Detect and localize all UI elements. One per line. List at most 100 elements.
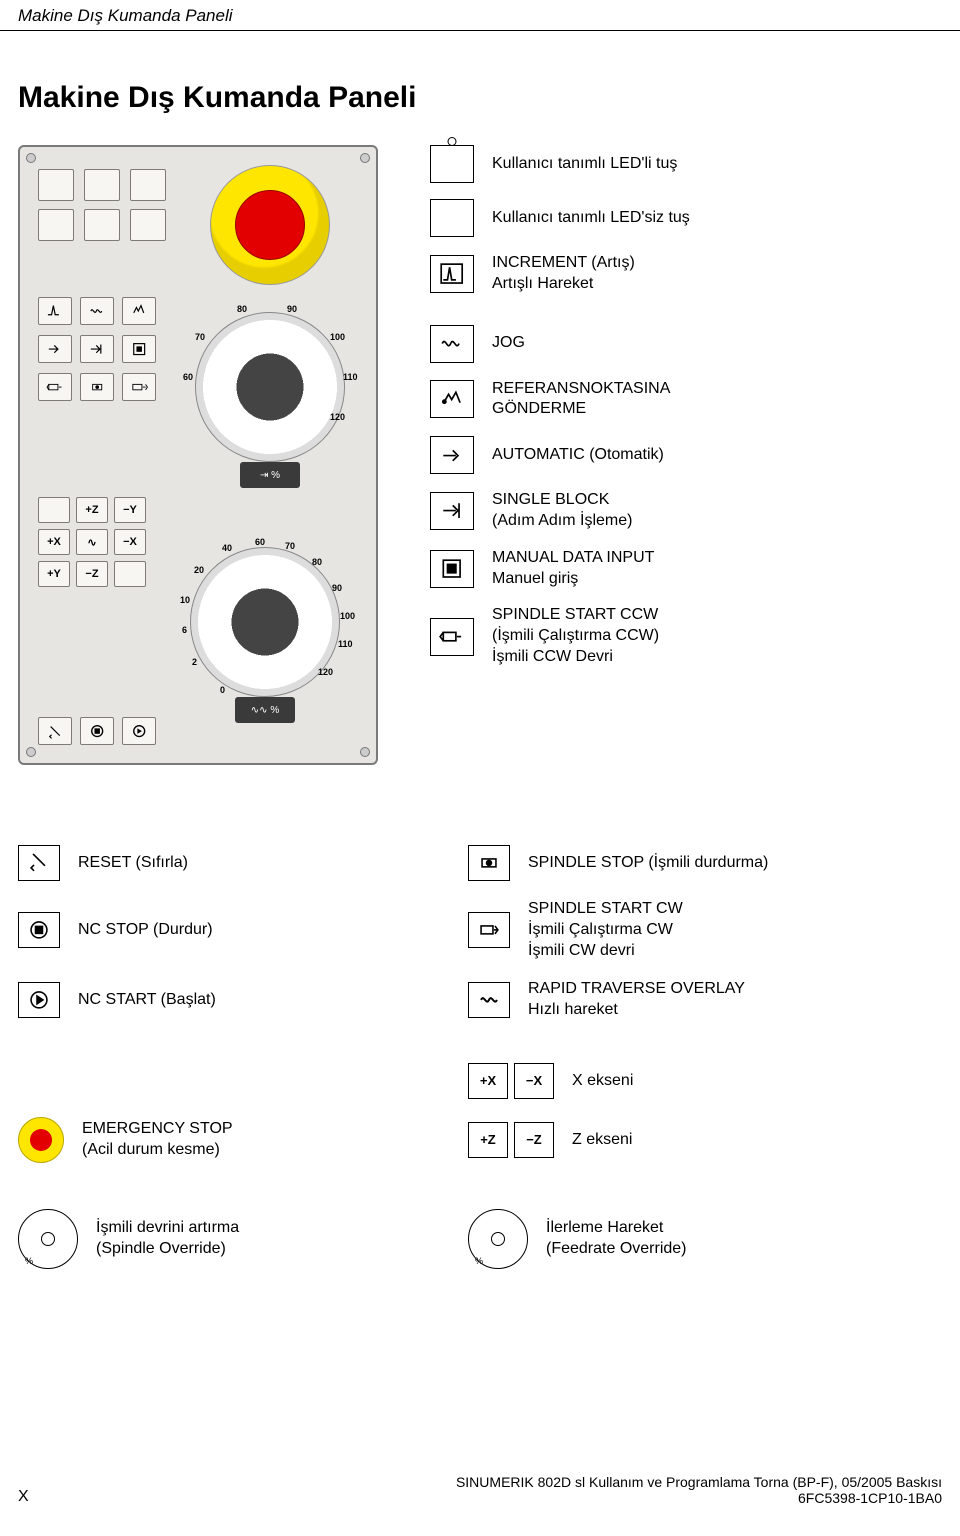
dial-label: 90 — [287, 304, 297, 314]
legend-row: Kullanıcı tanımlı LED'li tuş — [430, 145, 910, 183]
screw-icon — [26, 153, 36, 163]
dial-label: 60 — [255, 537, 265, 547]
led-button-icon — [430, 145, 474, 183]
automatic-icon — [430, 436, 474, 474]
axis-key-icon: −X — [514, 1063, 554, 1099]
legend-row: SPINDLE STOP (İşmili durdurma) — [468, 845, 938, 881]
dial-label: 100 — [340, 611, 355, 621]
legend-text: Z ekseni — [572, 1130, 632, 1151]
dial-label: 2 — [192, 657, 197, 667]
legend-row: AUTOMATIC (Otomatik) — [430, 436, 910, 474]
legend-text: İlerleme Hareket (Feedrate Override) — [546, 1218, 687, 1260]
axis-row-2: +X ∿ −X — [38, 529, 146, 555]
override-dial-icon: % — [468, 1209, 528, 1269]
spindle-stop-icon — [468, 845, 510, 881]
increment-icon — [430, 255, 474, 293]
dial-label: 20 — [194, 565, 204, 575]
dial-label: 100 — [330, 332, 345, 342]
legend-row: Kullanıcı tanımlı LED'siz tuş — [430, 199, 910, 237]
spindle-row — [38, 373, 156, 401]
legend-row: SPINDLE START CW İşmili Çalıştırma CW İş… — [468, 899, 938, 961]
legend-text: EMERGENCY STOP (Acil durum kesme) — [82, 1119, 233, 1161]
page-number: X — [18, 1488, 29, 1506]
dial-label: 80 — [237, 304, 247, 314]
override-dial-icon: % — [18, 1209, 78, 1269]
rapid-icon — [468, 982, 510, 1018]
legend-lower-area: RESET (Sıfırla) SPINDLE STOP (İşmili durd… — [18, 845, 942, 1269]
user-key-grid — [38, 169, 166, 241]
screw-icon — [360, 153, 370, 163]
legend-text: AUTOMATIC (Otomatik) — [492, 445, 664, 466]
axis-key: +X — [38, 529, 70, 555]
legend-row: % İşmili devrini artırma (Spindle Overrid… — [18, 1209, 438, 1269]
axis-row-3: +Y −Z — [38, 561, 146, 587]
control-panel-illustration: 60 70 80 90 100 110 120 ⇥ % +Z −Y +X ∿ −… — [18, 145, 378, 765]
x-axis-pair-icon: +X−X — [468, 1063, 554, 1099]
legend-text: SPINDLE START CW İşmili Çalıştırma CW İş… — [528, 899, 683, 961]
main-title: Makine Dış Kumanda Paneli — [0, 31, 960, 145]
screw-icon — [26, 747, 36, 757]
mode-row-1 — [38, 297, 156, 325]
page-header: Makine Dış Kumanda Paneli — [0, 0, 960, 31]
legend-text: SPINDLE STOP (İşmili durdurma) — [528, 853, 768, 874]
dial-label: 70 — [285, 541, 295, 551]
feedrate-dial: 60 70 80 90 100 110 120 ⇥ % — [195, 312, 345, 462]
spindle-dial: 0 2 6 10 20 40 60 70 80 90 100 110 120 ∿… — [190, 547, 340, 697]
axis-key: −Y — [114, 497, 146, 523]
singleblock-icon — [430, 492, 474, 530]
legend-text: RESET (Sıfırla) — [78, 853, 188, 874]
emergency-stop-button — [210, 165, 330, 285]
legend-text: REFERANSNOKTASINA GÖNDERME — [492, 379, 670, 421]
legend-text: İşmili devrini artırma (Spindle Override… — [96, 1218, 239, 1260]
refpoint-icon — [430, 380, 474, 418]
legend-text: SINGLE BLOCK (Adım Adım İşleme) — [492, 490, 632, 532]
legend-row: INCREMENT (Artış) Artışlı Hareket — [430, 253, 910, 295]
legend-column-upper: Kullanıcı tanımlı LED'li tuş Kullanıcı ta… — [430, 145, 910, 684]
axis-key: +Y — [38, 561, 70, 587]
axis-key — [114, 561, 146, 587]
plain-button-icon — [430, 199, 474, 237]
legend-row: +X−X X ekseni — [468, 1063, 938, 1099]
axis-key: +Z — [76, 497, 108, 523]
mdi-icon — [430, 550, 474, 588]
spindle-ccw-icon — [430, 618, 474, 656]
axis-key-icon: +Z — [468, 1122, 508, 1158]
dial-label: 120 — [330, 412, 345, 422]
z-axis-pair-icon: +Z−Z — [468, 1122, 554, 1158]
axis-key-icon: −Z — [514, 1122, 554, 1158]
footer-line-1: SINUMERIK 802D sl Kullanım ve Programlam… — [456, 1474, 942, 1490]
dial-label: 90 — [332, 583, 342, 593]
dial-label: 60 — [183, 372, 193, 382]
dial-label: 120 — [318, 667, 333, 677]
dial-label: 110 — [338, 639, 353, 649]
header-title: Makine Dış Kumanda Paneli — [18, 6, 233, 25]
dial-label: 110 — [343, 372, 358, 382]
axis-key-icon: +X — [468, 1063, 508, 1099]
legend-text: INCREMENT (Artış) Artışlı Hareket — [492, 253, 635, 295]
legend-text: RAPID TRAVERSE OVERLAY Hızlı hareket — [528, 979, 745, 1021]
axis-key: −Z — [76, 561, 108, 587]
legend-text: Kullanıcı tanımlı LED'li tuş — [492, 154, 677, 175]
axis-row-1: +Z −Y — [38, 497, 146, 523]
legend-row: +Z−Z Z ekseni — [468, 1122, 938, 1158]
reset-icon — [18, 845, 60, 881]
dial-label: 6 — [182, 625, 187, 635]
nc-stop-icon — [18, 912, 60, 948]
legend-row: RESET (Sıfırla) — [18, 845, 438, 881]
spindle-cw-icon — [468, 912, 510, 948]
legend-row: NC STOP (Durdur) — [18, 912, 438, 948]
dial-label: 40 — [222, 543, 232, 553]
dial-label: 80 — [312, 557, 322, 567]
footer-line-2: 6FC5398-1CP10-1BA0 — [456, 1490, 942, 1506]
legend-row: SPINDLE START CCW (İşmili Çalıştırma CCW… — [430, 605, 910, 667]
nc-start-icon — [18, 982, 60, 1018]
legend-text: X ekseni — [572, 1071, 633, 1092]
dial-base-label: ∿∿ % — [235, 697, 295, 723]
legend-text: MANUAL DATA INPUT Manuel giriş — [492, 548, 654, 590]
jog-icon — [430, 325, 474, 363]
dial-base-label: ⇥ % — [240, 462, 300, 488]
axis-key: −X — [114, 529, 146, 555]
legend-row: MANUAL DATA INPUT Manuel giriş — [430, 548, 910, 590]
legend-row: RAPID TRAVERSE OVERLAY Hızlı hareket — [468, 979, 938, 1021]
screw-icon — [360, 747, 370, 757]
